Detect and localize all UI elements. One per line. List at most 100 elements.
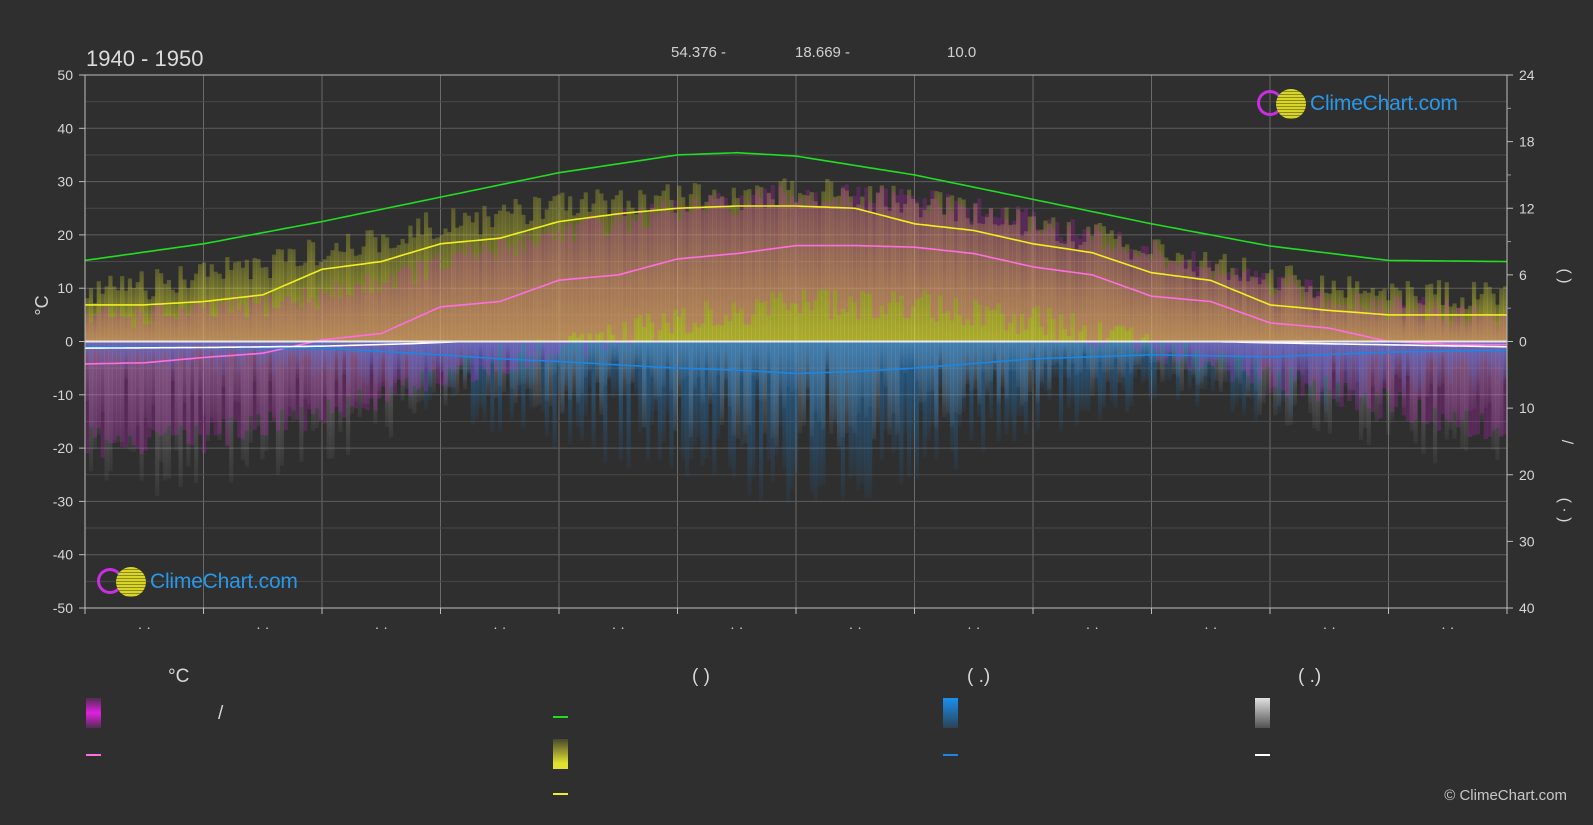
temp-range-day-bar bbox=[1082, 229, 1087, 326]
sunshine-day-bar bbox=[1343, 297, 1348, 342]
temp-range-day-bar bbox=[1055, 222, 1060, 340]
sunshine-day-bar bbox=[295, 266, 300, 342]
temp-range-day-bar bbox=[248, 294, 253, 417]
sunshine-day-bar bbox=[544, 209, 549, 342]
temp-range-day-bar bbox=[848, 202, 853, 297]
rain-day-bar bbox=[727, 341, 733, 468]
rain-day-bar bbox=[1055, 341, 1060, 378]
right-tick-label-precip: 20 bbox=[1519, 467, 1535, 483]
rain-day-bar bbox=[1390, 341, 1395, 381]
rain-day-bar bbox=[221, 341, 226, 376]
snow-day-bar bbox=[307, 341, 312, 404]
rain-day-bar bbox=[1300, 341, 1305, 386]
temp-range-day-bar bbox=[279, 301, 284, 410]
sunshine-day-bar bbox=[665, 184, 670, 342]
sunshine-day-bar bbox=[704, 201, 709, 342]
temp-range-day-bar bbox=[801, 205, 807, 290]
temp-range-day-bar bbox=[1370, 298, 1375, 413]
temp-range-day-bar bbox=[587, 215, 592, 334]
temp-range-day-bar bbox=[630, 219, 635, 340]
sunshine-day-bar bbox=[1000, 224, 1005, 342]
temp-range-day-bar bbox=[1171, 261, 1177, 344]
data-lines bbox=[84, 151, 1508, 375]
rain-day-bar bbox=[1378, 341, 1383, 393]
period-title: 1940 - 1950 bbox=[86, 46, 204, 71]
temp-range-day-bar bbox=[1222, 274, 1227, 358]
rain-day-bar bbox=[1273, 341, 1278, 393]
snow-day-bar bbox=[143, 341, 148, 419]
sunshine-day-bar bbox=[669, 199, 674, 342]
rain-day-bar bbox=[595, 341, 600, 384]
temp-range-day-bar bbox=[735, 214, 740, 313]
temp-range-day-bar bbox=[314, 309, 320, 408]
sunshine-day-bar bbox=[1156, 239, 1161, 342]
temp-range-day-bar bbox=[945, 193, 951, 312]
sunshine-day-bar bbox=[618, 190, 623, 342]
rain-day-bar bbox=[400, 341, 405, 381]
temp-range-day-bar bbox=[143, 324, 148, 451]
sunshine-day-bar bbox=[373, 237, 378, 342]
snow-day-bar bbox=[104, 341, 109, 481]
sunshine-day-bar bbox=[622, 215, 627, 342]
right-axis-slash-label: / bbox=[1558, 440, 1575, 445]
rain-day-bar bbox=[349, 341, 355, 356]
rain-day-bar bbox=[225, 341, 230, 361]
rain-day-bar bbox=[642, 341, 647, 427]
rain-day-bar bbox=[560, 341, 565, 413]
sunshine-day-bar bbox=[887, 210, 892, 342]
temp-range-day-bar bbox=[1432, 302, 1438, 408]
temp-range-day-bar bbox=[1031, 211, 1036, 308]
sunshine-day-bar bbox=[310, 242, 316, 342]
snow-day-bar bbox=[1452, 341, 1457, 439]
rain-day-bar bbox=[1464, 341, 1469, 367]
rain-day-bar bbox=[552, 341, 557, 450]
snow-day-bar bbox=[326, 341, 331, 459]
sunshine-day-bar bbox=[384, 237, 390, 342]
sunshine-day-bar bbox=[677, 185, 682, 342]
sunshine-day-bar bbox=[1043, 220, 1048, 342]
rain-day-bar bbox=[1020, 341, 1025, 417]
rain-day-bar bbox=[455, 341, 460, 375]
brand-logo-top[interactable]: ClimeChart.com bbox=[1256, 88, 1458, 120]
sunshine-day-bar bbox=[322, 259, 327, 342]
snow-day-bar bbox=[1479, 341, 1484, 421]
temp-range-day-bar bbox=[922, 198, 927, 290]
sunshine-day-bar bbox=[509, 213, 514, 342]
snow-day-bar bbox=[100, 341, 105, 412]
temp-range-day-bar bbox=[887, 207, 892, 303]
snow-day-bar bbox=[303, 341, 308, 400]
sunshine-day-bar bbox=[162, 283, 168, 342]
rain-day-bar bbox=[681, 341, 686, 460]
sunshine-day-bar bbox=[112, 286, 117, 342]
snow-day-bar bbox=[131, 341, 136, 452]
rain-day-bar bbox=[591, 341, 596, 449]
sunshine-day-bar bbox=[427, 227, 433, 342]
sunshine-day-bar bbox=[599, 193, 604, 342]
temp-range-day-bar bbox=[544, 233, 549, 363]
rain-day-bar bbox=[338, 341, 343, 379]
sunshine-day-bar bbox=[1417, 303, 1422, 342]
sunshine-day-bar bbox=[307, 239, 312, 342]
temp-range-day-bar bbox=[1199, 266, 1204, 368]
rain-day-bar bbox=[1308, 341, 1313, 403]
sunshine-day-bar bbox=[1483, 282, 1488, 342]
brand-logo-bottom[interactable]: ClimeChart.com bbox=[96, 566, 298, 598]
rain-day-bar bbox=[1047, 341, 1052, 401]
snow-day-bar bbox=[88, 341, 94, 472]
rain-day-bar bbox=[665, 341, 670, 414]
sunshine-day-bar bbox=[213, 271, 218, 342]
rain-day-bar bbox=[716, 341, 721, 440]
sunshine-day-bar bbox=[1039, 229, 1044, 342]
rain-day-bar bbox=[1448, 341, 1453, 387]
temp-range-day-bar bbox=[992, 216, 997, 310]
snow-day-bar bbox=[240, 341, 246, 461]
rain-day-bar bbox=[583, 341, 588, 416]
temp-range-day-bar bbox=[1164, 266, 1169, 364]
sunshine-day-bar bbox=[945, 197, 951, 342]
snow-day-bar bbox=[209, 341, 214, 418]
sunshine-day-bar bbox=[953, 221, 958, 342]
sunshine-day-bar bbox=[653, 195, 658, 342]
sunshine-day-bar bbox=[521, 214, 526, 342]
sunshine-day-bar bbox=[166, 279, 172, 342]
sunshine-day-bar bbox=[92, 302, 97, 342]
